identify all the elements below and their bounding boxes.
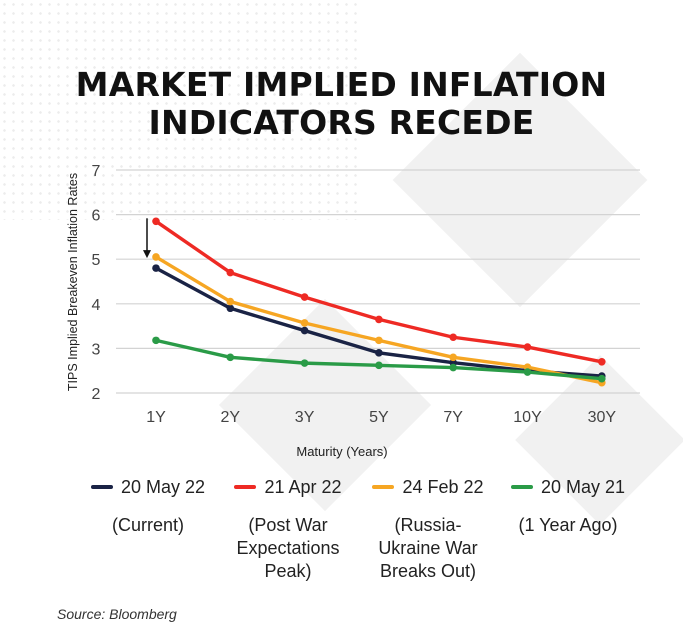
annotation-arrow	[143, 218, 151, 259]
data-point-20-may-21	[598, 374, 606, 383]
chart-title: MARKET IMPLIED INFLATION INDICATORS RECE…	[0, 66, 683, 142]
data-point-21-apr-22	[598, 357, 606, 366]
chart-title-line-1: MARKET IMPLIED INFLATION	[75, 65, 608, 105]
x-tick-label: 30Y	[588, 409, 617, 426]
legend-swatch	[372, 485, 395, 489]
legend-note: (1 Year Ago)	[518, 515, 618, 535]
legend-note: (Russia-Ukraine War Breaks Out)	[378, 515, 478, 581]
data-point-20-may-22	[300, 326, 309, 335]
x-tick-label: 7Y	[443, 409, 463, 426]
source-note: Source: Bloomberg	[57, 606, 177, 622]
data-point-21-apr-22	[375, 315, 383, 324]
x-tick-label: 1Y	[146, 409, 166, 426]
legend-item-24-feb-22: 24 Feb 22 (Russia-Ukraine War Breaks Out…	[358, 474, 498, 583]
data-point-21-apr-22	[152, 217, 160, 226]
legend-item-20-may-21: 20 May 21 (1 Year Ago)	[498, 474, 638, 583]
y-axis-label: TIPS Implied Breakeven Inflation Rates	[66, 173, 80, 391]
legend-swatch	[234, 485, 257, 489]
x-axis-ticks: 1Y 2Y 3Y 5Y 7Y 10Y 30Y	[146, 409, 616, 426]
data-point-21-apr-22	[300, 293, 309, 301]
data-point-20-may-21	[375, 361, 383, 370]
legend-item-21-apr-22: 21 Apr 22 (Post War Expectations Peak)	[218, 474, 358, 583]
legend: 20 May 22 (Current) 21 Apr 22 (Post War …	[78, 474, 638, 583]
y-axis-ticks: 2 3 4 5 6 7	[92, 163, 101, 403]
data-point-20-may-21	[152, 336, 160, 345]
y-tick-label: 7	[92, 163, 101, 180]
data-point-24-feb-22	[152, 253, 160, 261]
legend-label: 24 Feb 22	[402, 476, 484, 497]
data-point-21-apr-22	[523, 343, 532, 351]
y-tick-label: 4	[92, 297, 101, 314]
legend-label: 20 May 21	[540, 476, 626, 497]
data-point-20-may-21	[300, 359, 309, 367]
legend-swatch	[510, 485, 533, 489]
data-point-21-apr-22	[226, 268, 235, 277]
data-point-24-feb-22	[449, 353, 458, 362]
series-lines	[152, 217, 606, 387]
x-tick-label: 2Y	[221, 409, 241, 426]
legend-item-20-may-22: 20 May 22 (Current)	[78, 474, 218, 583]
x-tick-label: 3Y	[295, 409, 315, 426]
y-tick-label: 6	[92, 208, 101, 225]
data-point-20-may-21	[523, 368, 532, 376]
arrow-head	[143, 250, 151, 259]
line-chart: 2 3 4 5 6 7 1Y 2Y 3Y 5Y 7Y 10Y 30Y TIPS Implied Bre…	[66, 163, 640, 459]
legend-note: (Current)	[111, 515, 184, 535]
data-point-20-may-22	[152, 264, 160, 272]
x-tick-label: 5Y	[369, 409, 389, 426]
data-point-20-may-22	[226, 304, 235, 313]
y-tick-label: 3	[92, 341, 101, 358]
series-line-20-may-21	[154, 338, 604, 381]
data-point-20-may-21	[449, 363, 458, 372]
dot-pattern	[0, 0, 360, 220]
data-point-24-feb-22	[226, 297, 235, 306]
legend-label: 20 May 22	[120, 476, 206, 497]
legend-swatch	[90, 485, 113, 489]
data-point-24-feb-22	[375, 336, 383, 345]
x-tick-label: 10Y	[513, 409, 542, 426]
y-tick-label: 5	[92, 252, 101, 269]
chart-title-line-2: INDICATORS RECEDE	[148, 103, 535, 143]
legend-note: (Post War Expectations Peak)	[236, 515, 340, 581]
gridlines	[116, 169, 640, 394]
data-point-20-may-22	[375, 349, 383, 357]
x-axis-label: Maturity (Years)	[296, 444, 387, 459]
legend-label: 21 Apr 22	[264, 476, 342, 497]
data-point-21-apr-22	[449, 333, 458, 342]
y-tick-label: 2	[92, 386, 101, 403]
data-point-24-feb-22	[300, 319, 309, 327]
data-point-20-may-21	[226, 353, 235, 362]
